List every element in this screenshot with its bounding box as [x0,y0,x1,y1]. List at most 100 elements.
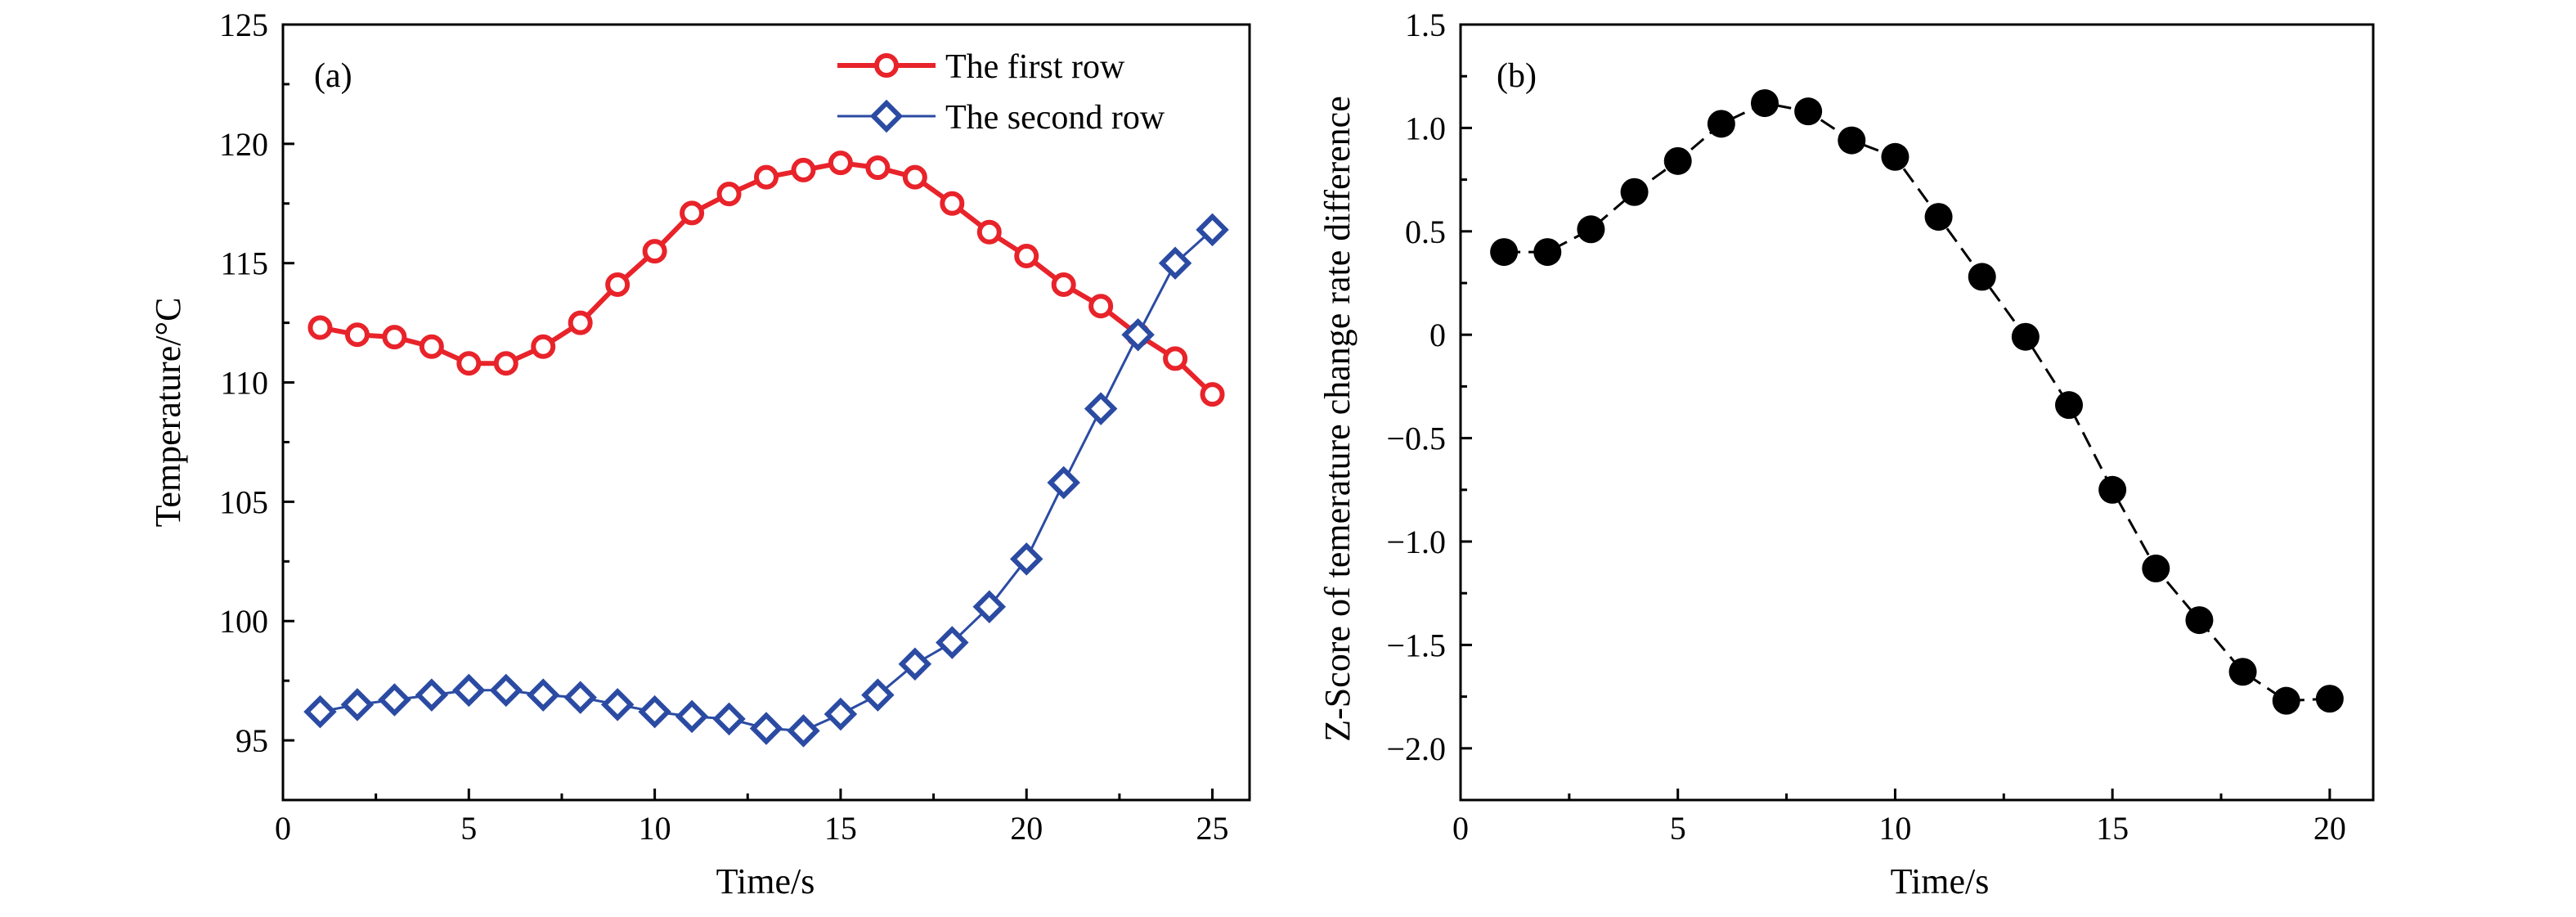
data-point-filled-circle [2142,554,2170,582]
y-tick-label: −2.0 [1386,730,1446,767]
data-point-circle [940,191,965,216]
x-tick-label: 25 [1196,810,1229,847]
data-point-filled-circle [1533,238,1562,267]
data-point-filled-circle [1881,142,1910,171]
y-tick-label: 1.0 [1405,110,1446,146]
panel-a-series [303,151,1229,748]
data-point-circle [865,155,891,181]
data-point-diamond [824,697,858,731]
data-point-diamond [972,590,1007,623]
data-point-filled-circle [1794,97,1823,126]
data-point-circle [976,219,1002,245]
data-point-diamond [489,673,523,708]
data-point-filled-circle [2098,475,2127,504]
data-point-circle [382,325,407,350]
legend-marker-second-row [869,99,904,133]
y-tick-label: 105 [219,483,268,520]
panel-b-y-ticks: −2.0 −1.5 −1.0 −0.5 0 0.5 1.0 1.5 [1386,7,1472,802]
x-tick-label: 10 [639,810,671,847]
y-tick-label: 95 [236,722,268,759]
data-point-circle [456,351,482,376]
data-point-circle [344,322,370,348]
data-point-diamond [1121,317,1155,352]
panel-a-x-axis-title: Time/s [716,861,815,901]
panel-a-x-ticks: 0 5 10 15 20 25 [275,789,1229,847]
y-tick-label: 0.5 [1405,214,1446,250]
data-point-diamond [526,678,560,712]
legend-label-second-row: The second row [945,99,1165,137]
data-point-circle [568,310,593,335]
y-tick-label: −1.0 [1386,524,1446,560]
panel-a-y-axis-title: Temperature/°C [148,298,188,528]
data-point-circle [902,164,927,190]
y-tick-label: −0.5 [1386,420,1446,457]
data-point-diamond [1047,465,1080,500]
data-point-filled-circle [2055,391,2083,420]
data-point-circle [791,157,816,182]
data-point-circle [1163,346,1188,371]
data-point-diamond [787,714,820,748]
data-point-filled-circle [2272,686,2300,715]
y-tick-label: 120 [219,126,268,163]
data-point-circle [419,334,444,359]
panel-a-legend: The first row The second row [837,48,1165,137]
y-tick-label: 125 [219,7,268,43]
data-point-diamond [936,626,969,659]
data-point-circle [680,200,705,226]
data-point-circle [716,182,742,207]
data-point-filled-circle [2011,322,2040,351]
panel-a-label: (a) [314,57,352,95]
data-point-diamond [898,647,932,681]
x-tick-label: 10 [1878,810,1911,847]
data-point-filled-circle [1707,110,1735,138]
panel-b-x-axis-title: Time/s [1891,861,1990,901]
legend-label-first-row: The first row [945,48,1125,86]
data-point-diamond [638,694,671,729]
x-tick-label: 5 [460,810,477,847]
data-point-diamond [675,699,709,734]
y-tick-label: 110 [220,365,268,402]
data-point-circle [307,315,333,340]
data-point-circle [605,272,631,297]
y-tick-label: 1.5 [1405,7,1446,43]
data-point-filled-circle [1838,126,1866,155]
data-point-diamond [415,678,449,712]
data-point-circle [1200,382,1225,407]
data-point-diamond [303,694,337,729]
data-point-circle [828,151,853,176]
panel-a-y-ticks: 95 100 105 110 115 120 125 [219,7,294,802]
data-point-filled-circle [1490,238,1519,267]
x-tick-label: 0 [1452,810,1469,847]
x-tick-label: 20 [1010,810,1043,847]
data-point-filled-circle [1577,215,1605,244]
panel-b-x-ticks: 0 5 10 15 20 [1452,789,2346,847]
y-tick-label: 100 [219,603,268,640]
panel-a-frame [281,23,1251,802]
y-tick-label: 115 [220,245,268,282]
x-tick-label: 5 [1670,810,1686,847]
panel-b-label: (b) [1497,57,1537,95]
data-point-circle [754,164,779,190]
series-line [320,228,1214,732]
data-point-filled-circle [1620,178,1649,206]
data-point-circle [642,239,667,264]
data-point-diamond [749,712,783,745]
x-tick-label: 20 [2313,810,2346,847]
panel-b-y-axis-title: Z-Score of temerature change rate differ… [1317,96,1358,742]
data-point-circle [1014,243,1039,268]
data-point-filled-circle [2315,685,2344,713]
data-point-filled-circle [2228,658,2257,686]
data-point-diamond [1196,213,1229,247]
data-point-circle [1051,272,1076,297]
data-point-filled-circle [1924,203,1953,231]
data-point-diamond [1084,392,1118,425]
data-point-diamond [452,673,486,708]
data-point-diamond [1009,542,1043,576]
data-point-diamond [340,688,375,721]
data-point-diamond [712,702,746,736]
data-point-diamond [563,681,597,714]
series-line [319,160,1214,397]
data-point-filled-circle [1968,263,1996,291]
data-point-filled-circle [1663,146,1692,175]
